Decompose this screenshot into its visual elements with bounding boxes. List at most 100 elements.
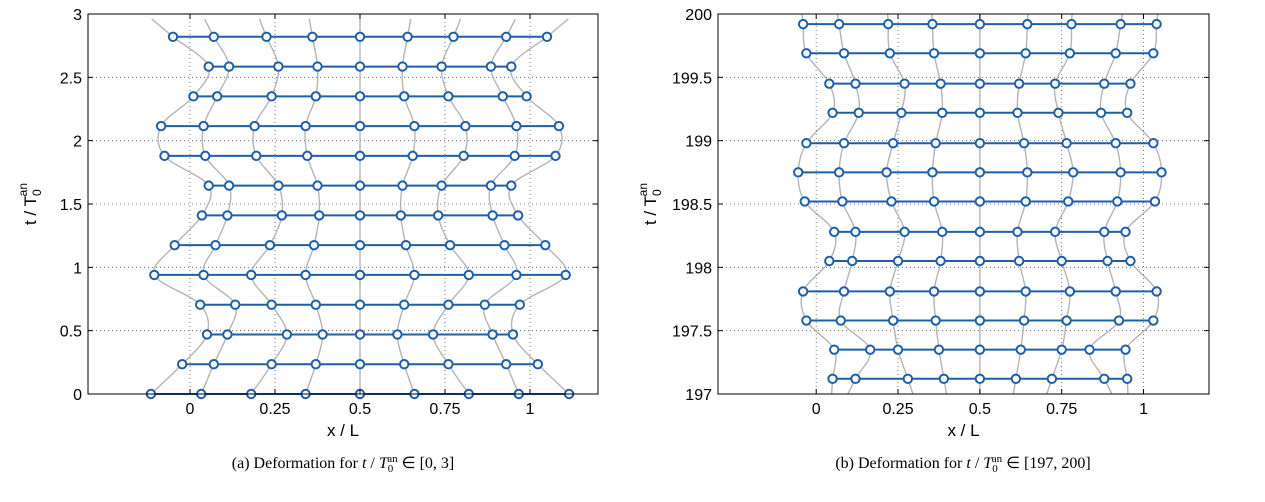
y-tick-label: 0 [73,387,82,404]
data-point [927,167,938,178]
data-point [444,239,456,251]
data-point [1112,196,1123,207]
y-tick-label: 2.5 [60,70,82,87]
y-tick-label: 198.5 [672,197,712,214]
data-point [354,299,366,310]
data-point [881,167,892,178]
data-point [1121,107,1133,119]
data-point [200,150,211,162]
data-point [801,315,812,326]
data-point [300,120,311,132]
data-point [553,120,565,132]
data-point [935,255,946,267]
data-point [1049,78,1061,89]
data-point [230,299,241,310]
data-point [512,210,524,221]
data-point [499,239,510,251]
data-point [884,286,896,297]
data-point [974,167,986,178]
data-point [892,255,904,267]
data-point [273,61,284,72]
data-point [506,61,517,72]
y-axis-label: t / T0an [636,183,664,225]
data-point [1013,255,1025,267]
data-point [1084,344,1095,355]
data-point [838,286,850,297]
data-point [792,167,804,178]
data-point [198,269,209,281]
data-point [159,150,170,162]
data-point [399,299,410,310]
data-point [501,359,512,370]
data-point [354,269,366,281]
data-point [974,373,986,384]
mask-bottom [638,394,1265,424]
data-point [1121,373,1133,384]
data-point [392,329,403,340]
y-tick-label: 0.5 [60,324,82,341]
data-point [974,138,986,149]
data-point [927,18,938,30]
data-point [1099,226,1110,238]
data-point [169,239,180,251]
data-point [354,180,366,191]
data-point [1110,48,1121,59]
data-point [402,31,413,42]
data-point [354,120,366,132]
data-point [824,255,835,267]
data-point [974,78,986,89]
data-point [1064,48,1076,59]
data-point [930,315,941,326]
data-point [399,91,410,102]
data-point [532,359,544,370]
data-point [1022,18,1033,30]
data-point [928,286,940,297]
data-point [883,18,894,30]
data-point [509,150,520,162]
data-point [827,107,838,119]
data-point [1020,48,1031,59]
data-point [300,269,311,281]
data-point [1156,167,1167,178]
data-point [974,315,986,326]
data-point [1067,167,1079,178]
data-point [833,167,845,178]
data-point [865,344,876,355]
data-point [937,226,948,238]
data-point [1110,138,1121,149]
data-point [354,329,366,340]
data-point [485,61,497,72]
data-point [837,196,848,207]
data-point [479,299,490,310]
data-point [892,344,904,355]
y-tick-label: 1.5 [60,197,82,214]
data-point [886,196,897,207]
data-point [938,373,950,384]
data-point [397,61,408,72]
data-point [222,329,233,340]
data-point [1046,373,1058,384]
mask-bottom [8,394,678,424]
data-point [974,286,986,297]
data-point [899,226,910,238]
data-point [974,255,986,267]
data-point [281,329,293,340]
data-point [222,210,233,221]
data-point [354,31,366,42]
data-point [246,269,257,281]
data-point [974,18,986,30]
x-tick-label: 1 [526,401,535,418]
data-point [261,31,272,42]
data-point [436,61,447,72]
data-point [801,138,812,149]
data-point [266,91,277,102]
data-point [838,138,850,149]
data-point [312,180,323,191]
data-point [974,48,986,59]
data-point [937,107,948,119]
data-point [1018,315,1030,326]
data-point [208,31,220,42]
data-point [198,120,209,132]
data-point [1022,167,1033,178]
